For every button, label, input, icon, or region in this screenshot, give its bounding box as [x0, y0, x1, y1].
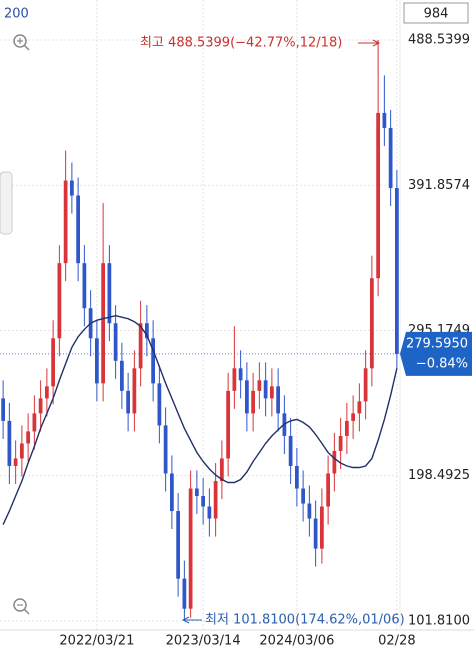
candle-body	[257, 380, 262, 391]
candle-body	[388, 127, 393, 189]
candle-body	[45, 386, 49, 399]
candle-body	[95, 338, 99, 384]
counter-box	[403, 2, 469, 24]
y-tick-label: 101.8100	[408, 614, 470, 629]
candle-body	[376, 112, 380, 279]
ma-period: 200	[4, 7, 29, 22]
moving-average-line	[2, 314, 398, 525]
candle-body	[251, 390, 255, 414]
candle-body	[26, 431, 30, 444]
candle-body	[188, 488, 193, 609]
candle-body	[107, 263, 112, 324]
candle-body	[20, 443, 24, 459]
high-note: 최고 488.5399(−42.77%,12/18)	[140, 36, 342, 51]
candle-body	[238, 368, 243, 381]
candle-body	[295, 465, 299, 489]
candle-body	[288, 435, 293, 466]
candle-body	[176, 511, 180, 579]
candle-body	[63, 180, 68, 264]
candle-body	[120, 360, 124, 391]
candle-body	[226, 390, 230, 459]
candle-body	[351, 413, 355, 421]
candle-body	[1, 398, 5, 421]
candle-body	[195, 488, 199, 497]
candle-body	[357, 401, 362, 414]
candle-body	[101, 263, 105, 384]
candle-body	[213, 480, 218, 519]
candle-body	[370, 278, 374, 369]
x-tick-label: 02/28	[378, 634, 415, 649]
x-tick-label: 2022/03/21	[59, 634, 134, 649]
candle-body	[307, 503, 312, 519]
candle-body	[276, 386, 280, 414]
candle-body	[245, 380, 249, 414]
candle-body	[113, 323, 118, 361]
candle-body	[182, 578, 187, 609]
candle-body	[263, 380, 268, 399]
plot	[0, 0, 400, 630]
zoom-in[interactable]	[13, 34, 30, 51]
candle-body	[382, 112, 387, 128]
current-price-tag	[400, 331, 472, 376]
candle-body	[57, 263, 62, 339]
y-tick-label: 198.4925	[408, 468, 470, 483]
candle-body	[270, 386, 274, 399]
candle-body	[32, 413, 37, 432]
candle-body	[51, 338, 55, 387]
candle-body	[220, 458, 224, 481]
x-tick-label: 2023/03/14	[166, 634, 241, 649]
candle-body	[82, 263, 87, 309]
candle-body	[301, 488, 305, 504]
zoom-out[interactable]	[13, 598, 30, 615]
candle-body	[170, 473, 174, 512]
candle-body	[326, 473, 330, 507]
y-tick-label: 488.5399	[408, 33, 470, 48]
candle-body	[332, 450, 337, 474]
low-arrow-head	[181, 616, 190, 624]
candle-body	[320, 506, 324, 549]
counter: 984	[424, 7, 449, 22]
candle-body	[207, 506, 212, 519]
candle-body	[201, 496, 205, 507]
y-tick-label: 391.8574	[408, 178, 470, 193]
candle-body	[13, 458, 18, 466]
candle-body	[338, 435, 343, 451]
candle-body	[313, 518, 318, 549]
candle-body	[395, 188, 399, 354]
candle-body	[7, 420, 12, 466]
candle-body	[151, 338, 155, 384]
price-change: −0.84%	[416, 356, 468, 371]
candle-body	[163, 425, 168, 474]
candle-body	[76, 195, 80, 264]
low-note: 최저 101.8100(174.62%,01/06)	[205, 613, 405, 628]
candle-body	[38, 398, 43, 414]
candle-body	[126, 390, 130, 414]
candle-body	[132, 368, 137, 414]
candle-body	[232, 368, 237, 391]
candle-body	[145, 323, 149, 339]
candle-body	[157, 383, 162, 426]
side-handle[interactable]	[0, 171, 13, 235]
candle-body	[70, 180, 74, 196]
high-arrow-head	[372, 39, 381, 47]
candle-body	[363, 368, 368, 402]
candle-body	[345, 420, 349, 436]
candle-body	[138, 323, 143, 369]
current-price-label: 279.5950	[406, 336, 468, 351]
x-tick-label: 2024/03/06	[259, 634, 334, 649]
